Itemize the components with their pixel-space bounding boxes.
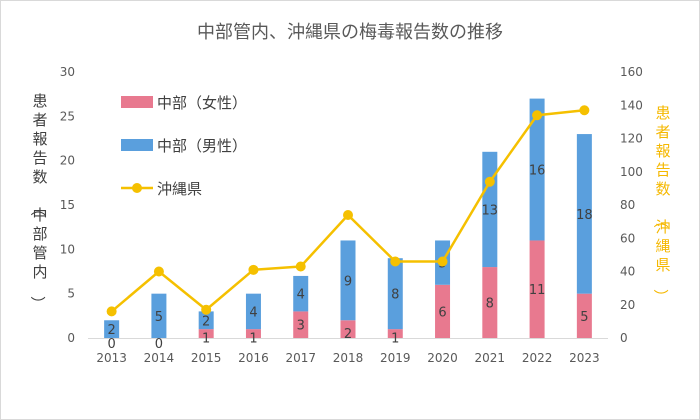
bar-male	[198, 311, 214, 330]
x-tick-label: 2023	[569, 351, 600, 365]
data-label-male: 2	[107, 323, 115, 338]
line-point-okinawa	[295, 261, 306, 272]
bar-male	[576, 134, 592, 294]
line-point-okinawa	[153, 266, 164, 277]
x-tick-label: 2016	[238, 351, 269, 365]
bar-male	[293, 275, 309, 312]
data-label-male: 13	[482, 203, 499, 218]
bar-male	[104, 320, 120, 338]
y-axis-left-label: 患者報告数（中部管内）	[28, 92, 47, 311]
data-label-female: 3	[297, 319, 305, 334]
legend-swatch-male	[121, 139, 153, 151]
y-left-tick-label: 0	[67, 331, 75, 345]
line-point-okinawa	[201, 304, 212, 315]
data-label-male: 4	[297, 288, 305, 303]
data-label-female: 6	[438, 305, 446, 320]
data-label-female: 0	[155, 337, 163, 352]
y-left-tick-label: 30	[60, 65, 75, 79]
x-tick-label: 2018	[333, 351, 364, 365]
data-label-female: 1	[391, 332, 399, 347]
x-tick-label: 2015	[191, 351, 222, 365]
y-left-tick-label: 25	[60, 109, 75, 123]
bar-female	[293, 311, 309, 338]
data-label-female: 0	[107, 337, 115, 352]
line-point-okinawa	[437, 256, 448, 267]
x-tick-label: 2020	[427, 351, 458, 365]
x-tick-label: 2017	[285, 351, 316, 365]
y-left-tick-label: 10	[60, 242, 75, 256]
data-label-female: 11	[529, 283, 546, 298]
line-point-okinawa	[532, 110, 543, 121]
line-series	[106, 105, 590, 317]
legend-marker-okinawa	[132, 183, 142, 193]
y-right-tick-label: 120	[620, 132, 643, 146]
bar-male	[151, 293, 167, 338]
bar-male	[340, 240, 356, 321]
data-label-male: 8	[391, 288, 399, 303]
data-label-female: 1	[249, 332, 257, 347]
y-right-tick-label: 160	[620, 65, 643, 79]
legend-swatch-female	[121, 96, 153, 108]
x-tick-label: 2014	[144, 351, 175, 365]
line-point-okinawa	[106, 306, 117, 317]
y-right-tick-label: 20	[620, 298, 635, 312]
y-right-tick-label: 80	[620, 198, 635, 212]
bar-female	[482, 267, 498, 338]
legend: 中部（女性） 中部（男性） 沖縄県	[121, 94, 247, 198]
legend-label-female: 中部（女性）	[157, 94, 247, 112]
y-right-tick-label: 0	[620, 331, 628, 345]
y-right-tick-label: 40	[620, 265, 635, 279]
line-point-okinawa	[390, 256, 401, 267]
line-point-okinawa	[343, 209, 353, 220]
y-right-tick-label: 60	[620, 231, 635, 245]
y-left-tick-label: 15	[60, 198, 75, 212]
y-axis-right-label: 患者報告数（沖縄県）	[651, 104, 670, 304]
bar-female	[340, 320, 356, 338]
y-right-tick-label: 140	[620, 98, 643, 112]
y-left-tick-label: 20	[60, 154, 75, 168]
data-label-male: 18	[576, 208, 593, 223]
data-label-male: 4	[249, 305, 257, 320]
bar-female	[435, 284, 451, 338]
x-tick-label: 2022	[522, 351, 553, 365]
bar-male	[387, 258, 403, 330]
line-point-okinawa	[579, 105, 590, 116]
x-tick-label: 2021	[475, 351, 506, 365]
bar-male	[529, 98, 545, 241]
legend-label-male: 中部（男性）	[157, 137, 247, 155]
x-tick-label: 2013	[96, 351, 127, 365]
data-label-female: 8	[486, 297, 494, 312]
line-point-okinawa	[484, 176, 495, 187]
data-label-male: 9	[344, 274, 352, 289]
bar-female	[529, 240, 545, 338]
line-point-okinawa	[248, 264, 259, 275]
data-label-female: 1	[202, 332, 210, 347]
chart-title: 中部管内、沖縄県の梅毒報告数の推移	[197, 22, 503, 43]
data-label-male: 2	[202, 314, 210, 329]
bar-female	[198, 329, 214, 338]
y-left-tick-label: 5	[67, 287, 75, 301]
data-label-male: 16	[529, 164, 546, 179]
data-label-female: 5	[580, 310, 588, 325]
bar-female	[387, 329, 403, 338]
y-right-tick-label: 100	[620, 165, 643, 179]
data-label-male: 5	[155, 310, 163, 325]
bar-female	[576, 293, 592, 338]
x-tick-label: 2019	[380, 351, 411, 365]
bar-female	[245, 329, 261, 338]
bar-male	[245, 293, 261, 330]
legend-label-okinawa: 沖縄県	[157, 180, 202, 198]
data-label-female: 2	[344, 327, 352, 342]
